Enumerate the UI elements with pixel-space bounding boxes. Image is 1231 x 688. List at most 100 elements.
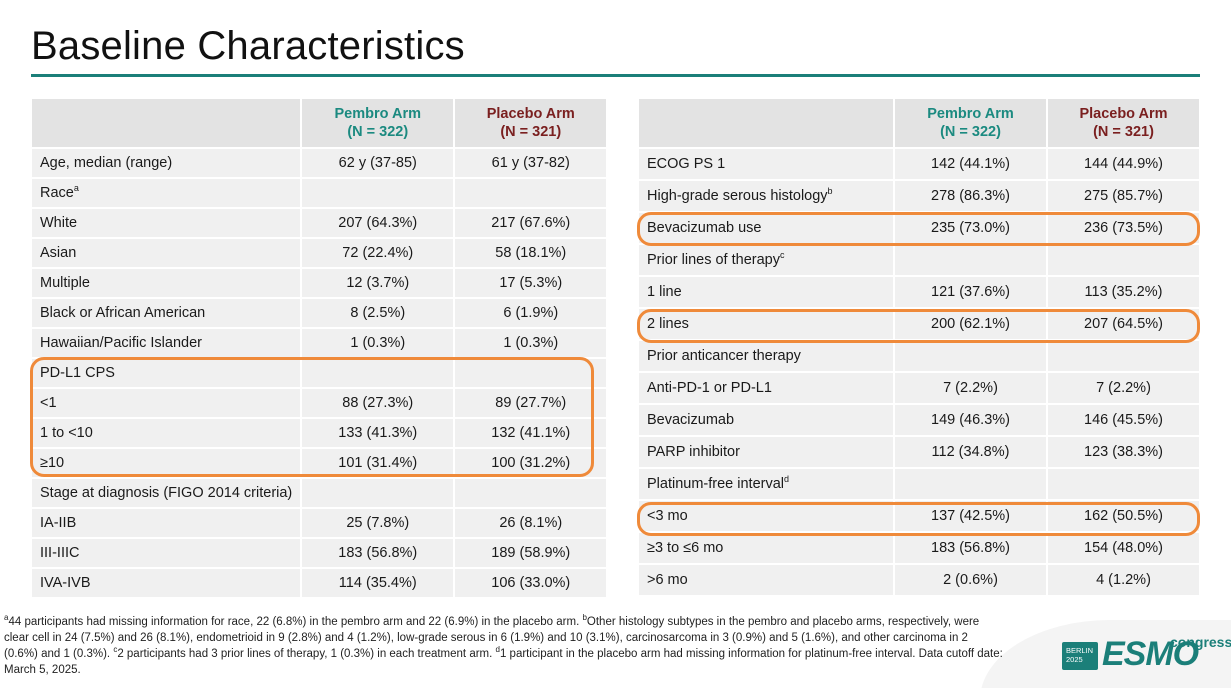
row-label: White <box>32 209 301 237</box>
row-label: Age, median (range) <box>32 149 301 177</box>
pembro-value: 133 (41.3%) <box>302 419 454 447</box>
left-header-placebo-n: (N = 321) <box>500 124 562 140</box>
left-header-pembro: Pembro Arm (N = 322) <box>302 99 454 147</box>
pembro-value: 207 (64.3%) <box>302 209 454 237</box>
footnote-marker-a: a <box>4 613 9 623</box>
right-header-placebo-n: (N = 321) <box>1093 124 1154 140</box>
left-header-placebo: Placebo Arm (N = 321) <box>455 99 607 147</box>
right-header-blank <box>639 99 893 147</box>
table-row: >6 mo 2 (0.6%) 4 (1.2%) <box>639 565 1199 595</box>
placebo-value <box>1048 245 1199 275</box>
footnote: a44 participants had missing information… <box>4 614 1004 678</box>
row-label-text: High-grade serous histology <box>647 188 828 204</box>
table-row: Racea <box>32 179 607 207</box>
placebo-value: 58 (18.1%) <box>455 239 607 267</box>
pembro-value: 149 (46.3%) <box>895 405 1046 435</box>
placebo-value: 123 (38.3%) <box>1048 437 1199 467</box>
row-label: 2 lines <box>639 309 893 339</box>
table-row: ≥3 to ≤6 mo 183 (56.8%) 154 (48.0%) <box>639 533 1199 563</box>
placebo-value: 6 (1.9%) <box>455 299 607 327</box>
footnote-text-b: Other histology subtypes in the pembro a… <box>4 616 980 660</box>
logo-subtitle: congress <box>1170 634 1231 650</box>
table-row: Stage at diagnosis (FIGO 2014 criteria) <box>32 479 607 507</box>
footnote-marker: d <box>784 474 790 485</box>
pembro-value <box>302 479 454 507</box>
footnote-marker: b <box>827 186 833 197</box>
table-row: Prior lines of therapyc <box>639 245 1199 275</box>
table-row: 1 to <10 133 (41.3%) 132 (41.1%) <box>32 419 607 447</box>
row-label: <3 mo <box>639 501 893 531</box>
placebo-value: 162 (50.5%) <box>1048 501 1199 531</box>
pembro-value: 112 (34.8%) <box>895 437 1046 467</box>
placebo-value: 275 (85.7%) <box>1048 181 1199 211</box>
right-header-pembro-n: (N = 322) <box>940 124 1001 140</box>
pembro-value: 137 (42.5%) <box>895 501 1046 531</box>
right-header-pembro: Pembro Arm (N = 322) <box>895 99 1046 147</box>
table-row: PARP inhibitor 112 (34.8%) 123 (38.3%) <box>639 437 1199 467</box>
right-characteristics-table: Pembro Arm (N = 322) Placebo Arm (N = 32… <box>637 97 1201 597</box>
pembro-value: 114 (35.4%) <box>302 569 454 597</box>
table-row: Platinum-free intervald <box>639 469 1199 499</box>
pembro-value: 235 (73.0%) <box>895 213 1046 243</box>
left-header-blank <box>32 99 301 147</box>
placebo-value: 132 (41.1%) <box>455 419 607 447</box>
row-label-text: Race <box>40 185 74 201</box>
placebo-value: 154 (48.0%) <box>1048 533 1199 563</box>
left-header-pembro-title: Pembro Arm <box>334 106 421 122</box>
pembro-value: 121 (37.6%) <box>895 277 1046 307</box>
table-row: <3 mo 137 (42.5%) 162 (50.5%) <box>639 501 1199 531</box>
placebo-value: 7 (2.2%) <box>1048 373 1199 403</box>
placebo-value: 17 (5.3%) <box>455 269 607 297</box>
row-label: Multiple <box>32 269 301 297</box>
pembro-value <box>895 469 1046 499</box>
esmo-congress-logo: BERLIN 2025 ESMO congress <box>1062 634 1231 674</box>
pembro-value: 1 (0.3%) <box>302 329 454 357</box>
row-label: <1 <box>32 389 301 417</box>
table-row: Hawaiian/Pacific Islander 1 (0.3%) 1 (0.3%… <box>32 329 607 357</box>
placebo-value <box>1048 469 1199 499</box>
placebo-value: 1 (0.3%) <box>455 329 607 357</box>
row-label: IVA-IVB <box>32 569 301 597</box>
placebo-value <box>455 479 607 507</box>
row-label: ECOG PS 1 <box>639 149 893 179</box>
pembro-value <box>895 341 1046 371</box>
row-label-text: Platinum-free interval <box>647 476 784 492</box>
table-row: Bevacizumab 149 (46.3%) 146 (45.5%) <box>639 405 1199 435</box>
footnote-marker-b: b <box>582 613 587 623</box>
placebo-value: 26 (8.1%) <box>455 509 607 537</box>
footnote-marker: c <box>779 250 785 261</box>
pembro-value: 62 y (37-85) <box>302 149 454 177</box>
placebo-value: 189 (58.9%) <box>455 539 607 567</box>
table-row: IA-IIB 25 (7.8%) 26 (8.1%) <box>32 509 607 537</box>
pembro-value: 88 (27.3%) <box>302 389 454 417</box>
row-label: Prior lines of therapyc <box>639 245 893 275</box>
page-title: Baseline Characteristics <box>31 24 465 68</box>
pembro-value: 278 (86.3%) <box>895 181 1046 211</box>
row-label: PARP inhibitor <box>639 437 893 467</box>
pembro-value: 183 (56.8%) <box>302 539 454 567</box>
row-label: Bevacizumab <box>639 405 893 435</box>
pembro-value: 7 (2.2%) <box>895 373 1046 403</box>
table-row: High-grade serous histologyb 278 (86.3%) 2… <box>639 181 1199 211</box>
table-row: Age, median (range) 62 y (37-85) 61 y (37-… <box>32 149 607 177</box>
left-characteristics-table: Pembro Arm (N = 322) Placebo Arm (N = 32… <box>30 97 609 599</box>
row-label: Stage at diagnosis (FIGO 2014 criteria) <box>32 479 301 507</box>
placebo-value: 4 (1.2%) <box>1048 565 1199 595</box>
placebo-value: 236 (73.5%) <box>1048 213 1199 243</box>
row-label: IA-IIB <box>32 509 301 537</box>
table-row: PD-L1 CPS <box>32 359 607 387</box>
right-header-pembro-title: Pembro Arm <box>927 106 1014 122</box>
pembro-value: 142 (44.1%) <box>895 149 1046 179</box>
pembro-value <box>895 245 1046 275</box>
logo-badge-city: BERLIN <box>1066 646 1094 655</box>
footnote-marker-c: c <box>113 645 118 655</box>
table-row: Anti-PD-1 or PD-L1 7 (2.2%) 7 (2.2%) <box>639 373 1199 403</box>
pembro-value: 2 (0.6%) <box>895 565 1046 595</box>
row-label: ≥3 to ≤6 mo <box>639 533 893 563</box>
table-row: Bevacizumab use 235 (73.0%) 236 (73.5%) <box>639 213 1199 243</box>
pembro-value: 200 (62.1%) <box>895 309 1046 339</box>
placebo-value: 217 (67.6%) <box>455 209 607 237</box>
table-row: 2 lines 200 (62.1%) 207 (64.5%) <box>639 309 1199 339</box>
placebo-value: 106 (33.0%) <box>455 569 607 597</box>
placebo-value: 61 y (37-82) <box>455 149 607 177</box>
